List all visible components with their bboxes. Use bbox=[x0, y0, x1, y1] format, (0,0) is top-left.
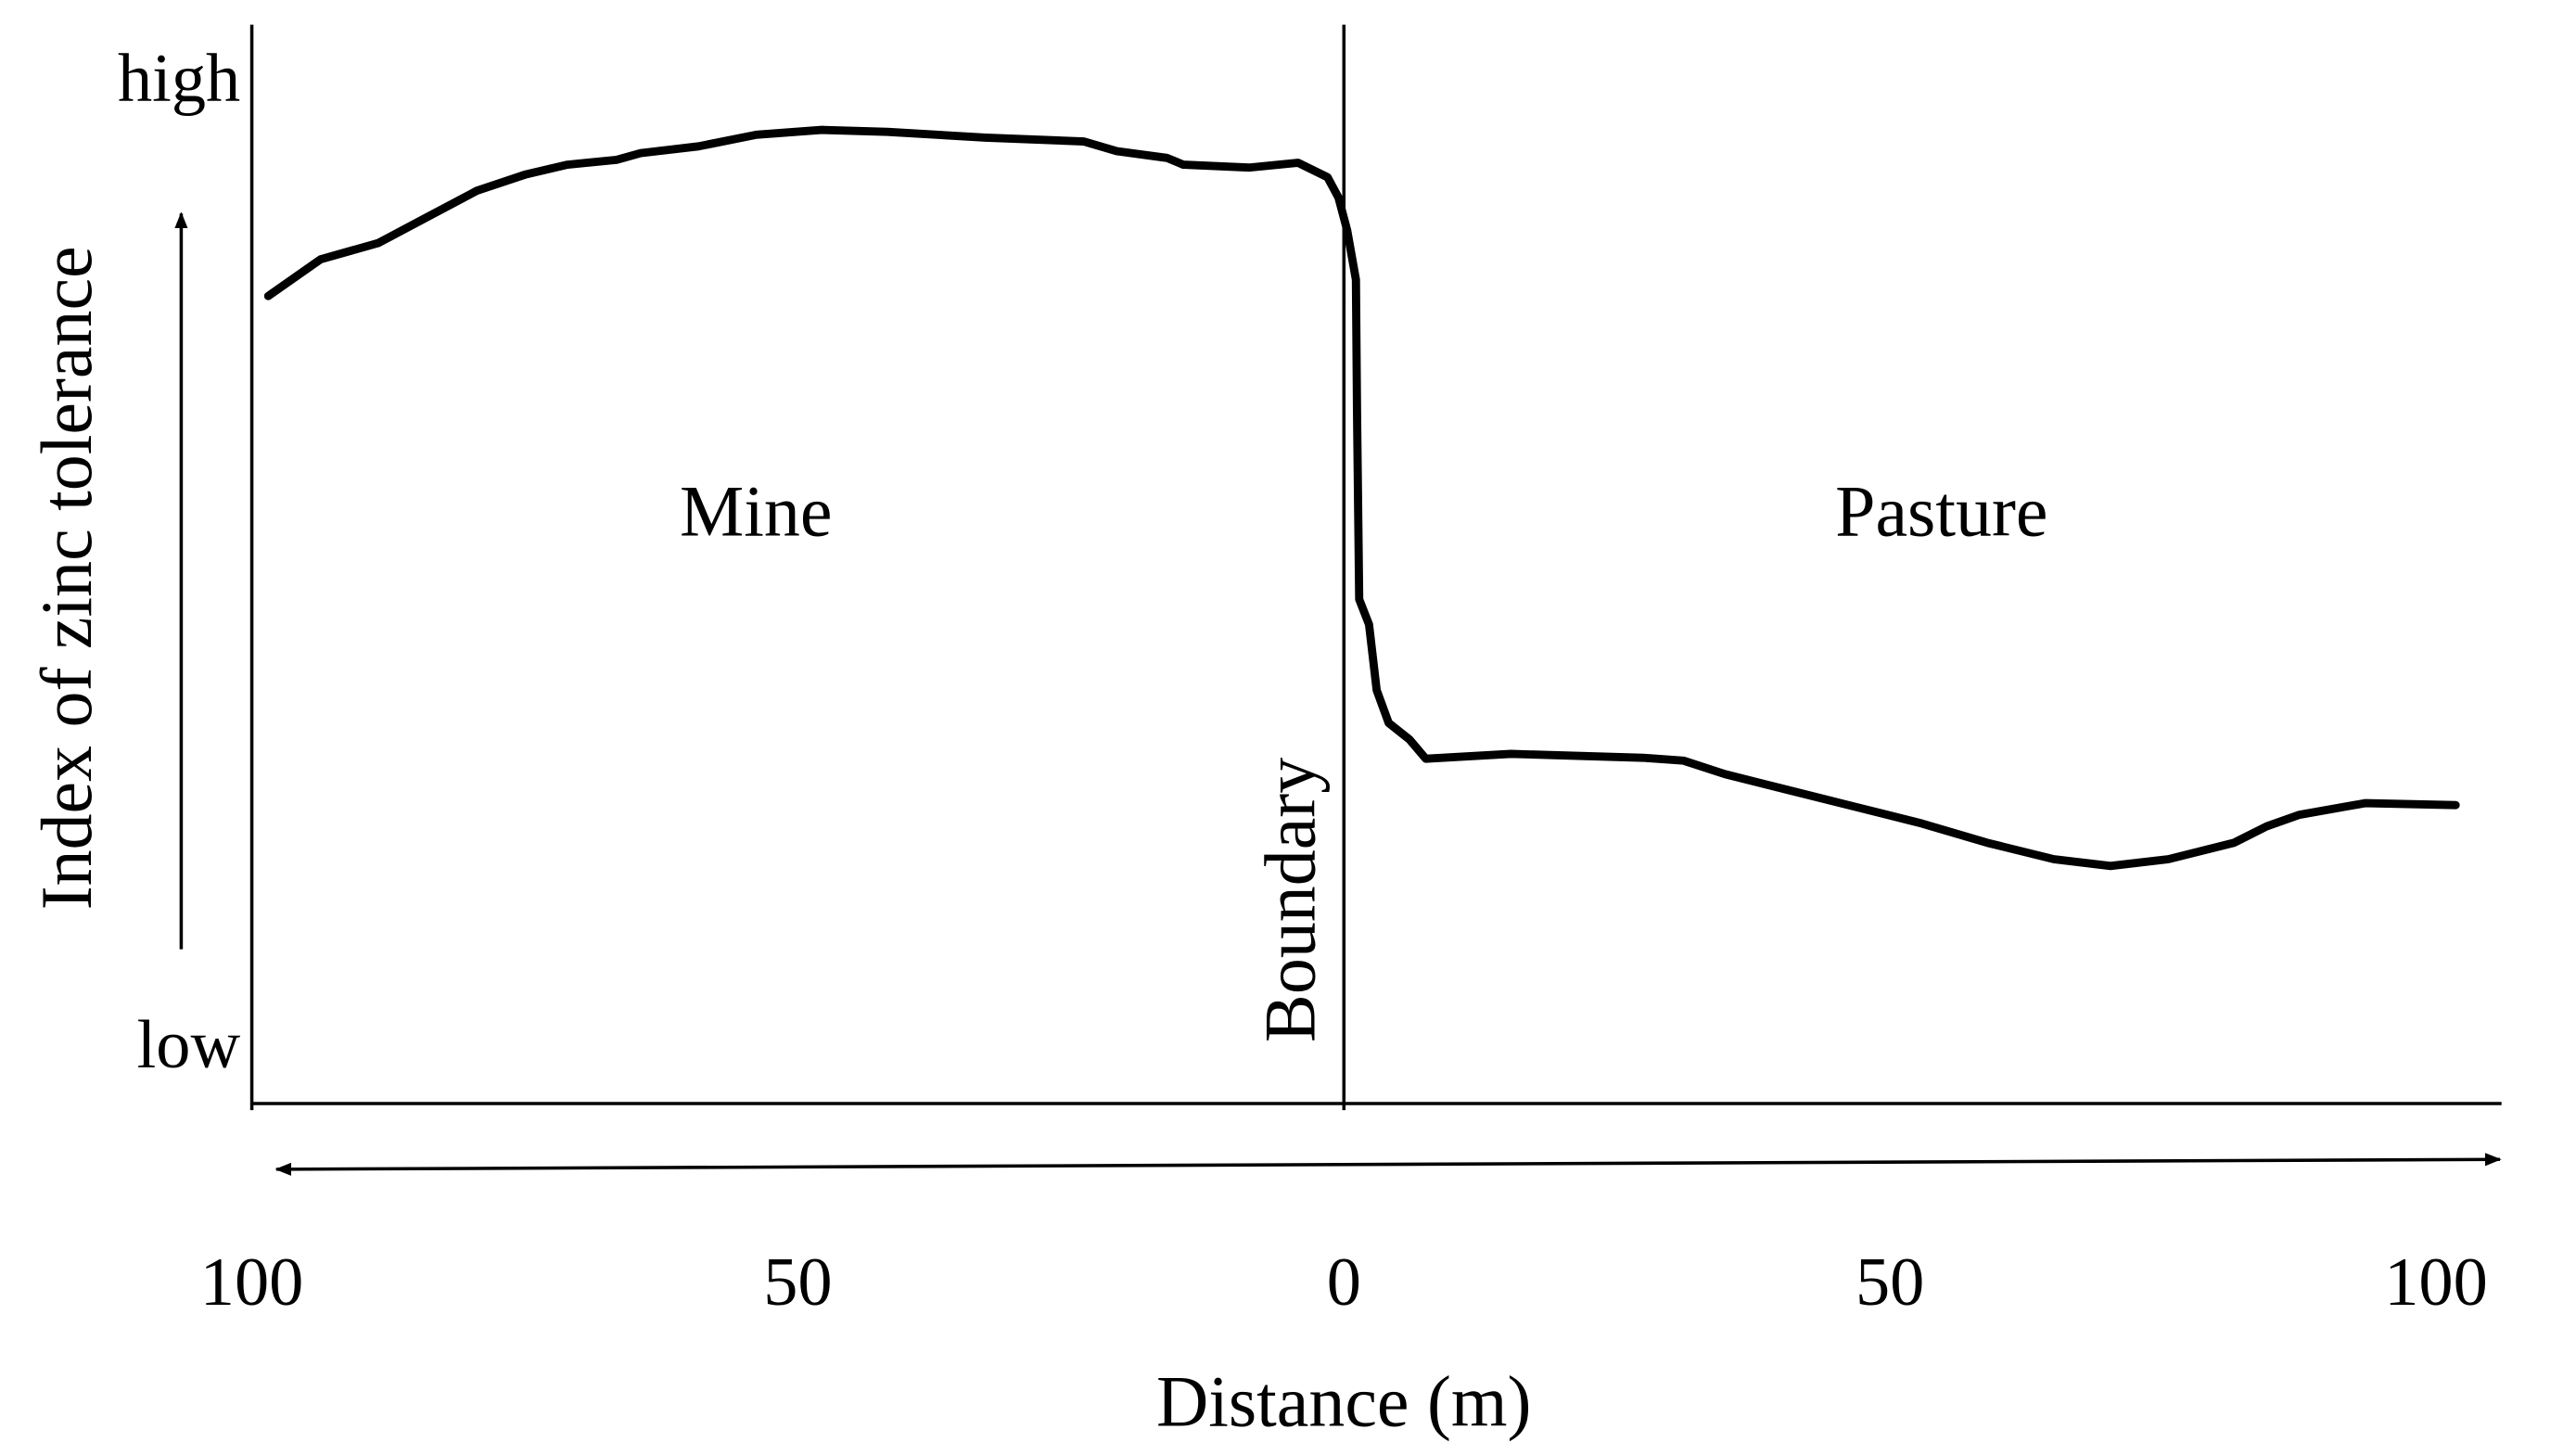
x-tick-label: 50 bbox=[1855, 1244, 1924, 1321]
x-axis-label: Distance (m) bbox=[1156, 1361, 1532, 1441]
y-axis-label: Index of zinc tolerance bbox=[27, 246, 107, 910]
y-tick-label: low bbox=[137, 1007, 241, 1083]
x-arrow bbox=[283, 1153, 2502, 1171]
annotation: Mine bbox=[680, 471, 832, 551]
data-line bbox=[263, 125, 2460, 871]
y-tick-label: high bbox=[118, 41, 240, 117]
x-tick-label: 50 bbox=[763, 1244, 832, 1321]
x-tick-label: 100 bbox=[200, 1244, 304, 1321]
annotation: Pasture bbox=[1835, 471, 2047, 551]
x-tick-label: 0 bbox=[1327, 1244, 1361, 1321]
x-tick-label: 100 bbox=[2384, 1244, 2488, 1321]
annotation: Boundary bbox=[1251, 758, 1331, 1042]
